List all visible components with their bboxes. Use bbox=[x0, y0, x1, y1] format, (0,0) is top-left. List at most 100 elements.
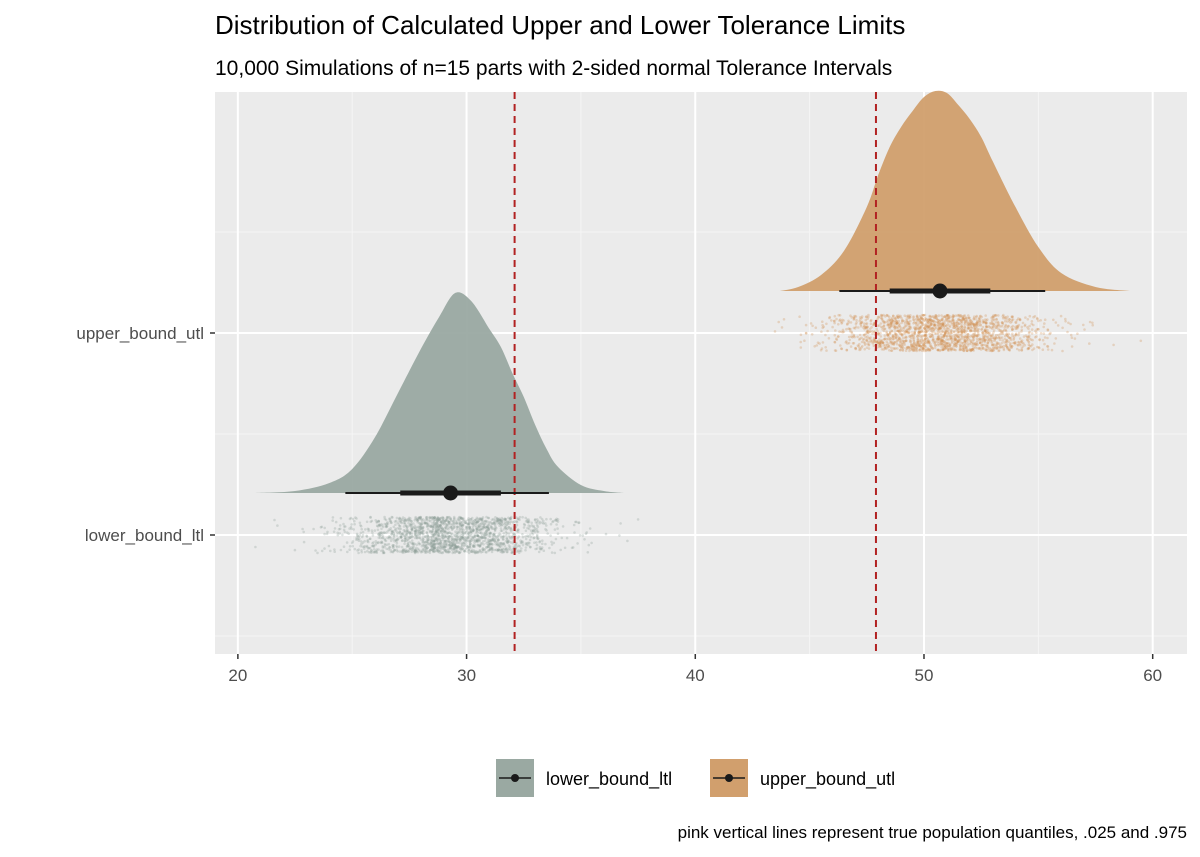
rain-point bbox=[826, 329, 829, 333]
rain-point bbox=[938, 330, 942, 334]
rain-point bbox=[443, 529, 446, 533]
rain-point bbox=[455, 522, 459, 526]
rain-point bbox=[385, 543, 389, 546]
rain-point bbox=[470, 548, 474, 552]
rain-point bbox=[472, 521, 476, 524]
rain-point bbox=[426, 550, 429, 553]
rain-point bbox=[355, 536, 358, 540]
rain-point bbox=[461, 547, 464, 550]
rain-point bbox=[387, 537, 391, 540]
rain-point bbox=[454, 550, 458, 553]
rain-point bbox=[561, 525, 565, 528]
rain-point bbox=[500, 536, 503, 539]
rain-point bbox=[458, 535, 461, 538]
rain-point bbox=[489, 531, 493, 535]
rain-point bbox=[926, 339, 930, 343]
rain-point bbox=[495, 520, 499, 523]
rain-point bbox=[448, 535, 452, 538]
rain-point bbox=[1031, 338, 1034, 342]
rain-point bbox=[1076, 332, 1079, 336]
rain-point bbox=[423, 549, 427, 553]
rain-point bbox=[485, 546, 488, 549]
rain-point bbox=[407, 521, 410, 525]
rain-point bbox=[434, 530, 437, 534]
rain-point bbox=[515, 550, 519, 553]
rain-point bbox=[480, 534, 484, 537]
rain-point bbox=[435, 523, 439, 527]
rain-point bbox=[499, 529, 503, 533]
rain-point bbox=[432, 540, 436, 544]
rain-point bbox=[367, 529, 370, 533]
rain-point bbox=[953, 348, 956, 352]
rain-point bbox=[467, 536, 470, 540]
rain-point bbox=[918, 319, 921, 323]
rain-point bbox=[397, 537, 400, 540]
rain-point bbox=[440, 532, 444, 536]
rain-point bbox=[403, 523, 407, 526]
rain-point bbox=[487, 548, 491, 552]
rain-point bbox=[451, 527, 454, 531]
rain-point bbox=[865, 339, 868, 342]
rain-point bbox=[551, 520, 554, 524]
rain-point bbox=[438, 544, 442, 548]
rain-point bbox=[414, 548, 418, 552]
rain-point bbox=[408, 547, 412, 551]
rain-point bbox=[467, 534, 471, 538]
rain-point bbox=[411, 535, 414, 539]
rain-points bbox=[254, 313, 1143, 555]
rain-point bbox=[821, 323, 824, 327]
rain-point bbox=[509, 530, 513, 533]
rain-point bbox=[425, 515, 429, 519]
rain-point bbox=[506, 540, 509, 544]
rain-point bbox=[1013, 341, 1016, 345]
rain-point bbox=[462, 518, 465, 521]
rain-point bbox=[507, 540, 511, 543]
rain-point bbox=[1005, 339, 1009, 342]
rain-point bbox=[871, 323, 875, 327]
rain-point bbox=[493, 548, 497, 552]
rain-point bbox=[1091, 321, 1094, 325]
rain-point bbox=[433, 526, 437, 529]
rain-point bbox=[413, 550, 417, 554]
rain-point bbox=[385, 531, 388, 534]
rain-point bbox=[476, 534, 480, 537]
rain-point bbox=[439, 539, 443, 543]
rain-point bbox=[951, 319, 954, 322]
rain-point bbox=[419, 525, 423, 529]
rain-point bbox=[501, 542, 504, 545]
rain-point bbox=[450, 519, 453, 523]
rain-point bbox=[484, 531, 487, 534]
rain-point bbox=[425, 531, 429, 535]
rain-point bbox=[378, 531, 381, 535]
rain-point bbox=[444, 526, 448, 529]
rain-point bbox=[528, 538, 532, 542]
rain-point bbox=[349, 525, 353, 529]
rain-point bbox=[852, 334, 855, 338]
rain-point bbox=[472, 549, 476, 552]
rain-point bbox=[426, 546, 429, 550]
rain-point bbox=[581, 534, 585, 537]
rain-point bbox=[544, 527, 547, 531]
rain-point bbox=[1056, 324, 1060, 327]
rain-point bbox=[420, 544, 424, 548]
rain-point bbox=[398, 527, 401, 531]
rain-point bbox=[526, 520, 530, 524]
rain-point bbox=[439, 516, 443, 520]
rain-point bbox=[859, 348, 862, 351]
rain-point bbox=[412, 545, 415, 549]
rain-point bbox=[933, 344, 937, 348]
rain-point bbox=[461, 535, 464, 539]
rain-point bbox=[384, 525, 388, 529]
rain-point bbox=[952, 315, 955, 318]
rain-point bbox=[804, 332, 808, 335]
rain-point bbox=[444, 545, 448, 548]
rain-point bbox=[498, 522, 502, 526]
rain-point bbox=[454, 545, 458, 549]
rain-point bbox=[487, 541, 491, 544]
rain-point bbox=[511, 535, 514, 539]
rain-point bbox=[525, 543, 528, 546]
rain-point bbox=[480, 517, 484, 520]
rain-point bbox=[402, 521, 406, 524]
rain-point bbox=[360, 549, 363, 552]
rain-point bbox=[481, 522, 485, 525]
